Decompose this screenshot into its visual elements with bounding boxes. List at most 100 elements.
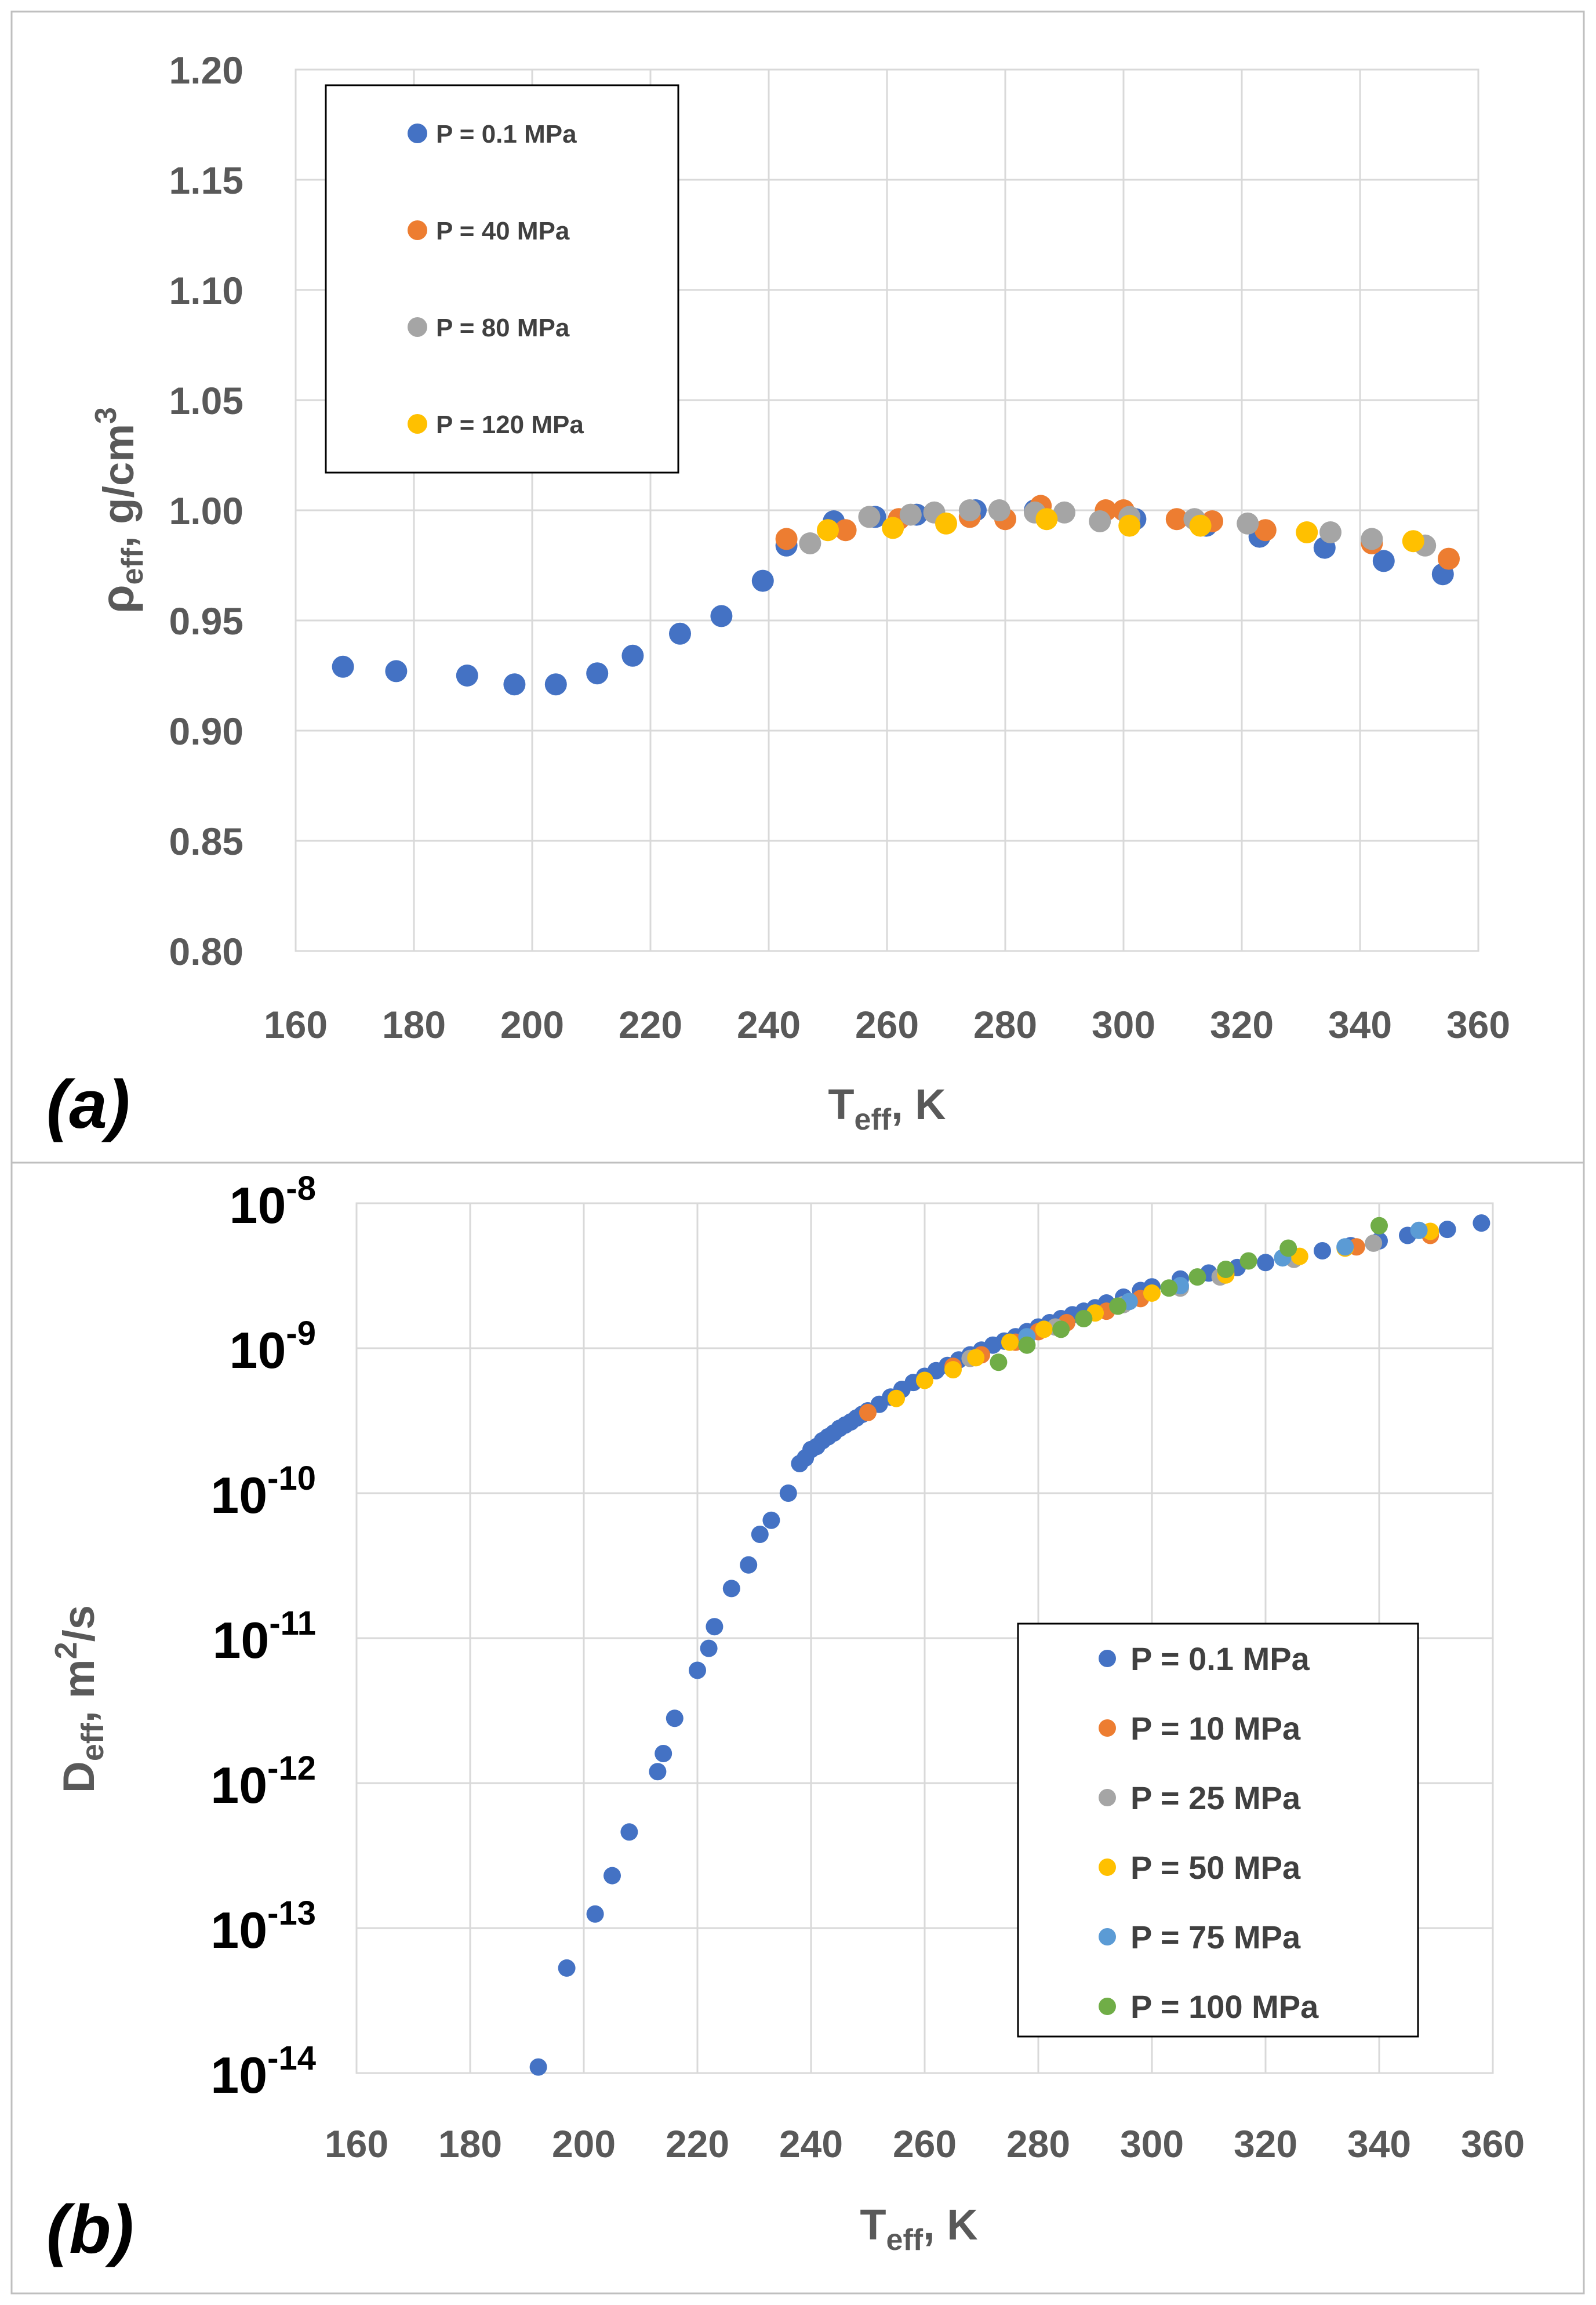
panel-b-x-tick: 320 (1234, 2122, 1297, 2165)
panel-a-legend-box (325, 84, 679, 474)
panel-a-y-tick: 0.80 (169, 930, 243, 973)
panel-b-point-series-4 (1336, 1238, 1354, 1256)
panel-b-x-tick: 220 (666, 2122, 729, 2165)
panel-a-legend-label: P = 40 MPa (436, 217, 570, 245)
panel-a-data-points (332, 495, 1460, 696)
panel-b-plot-border (355, 1202, 1494, 2074)
panel-a-label: (a) (46, 1066, 130, 1143)
panel-b-label: (b) (46, 2191, 134, 2268)
panel-b-legend-label: P = 50 MPa (1130, 1849, 1301, 1886)
panel-a-x-tick: 160 (264, 1003, 328, 1046)
panel-b-xlabel-sub: eff (886, 2223, 924, 2257)
panel-a-x-tick: 280 (973, 1003, 1037, 1046)
panel-b-point-series-0 (1473, 1214, 1490, 1232)
panel-b-x-tick: 360 (1461, 2122, 1525, 2165)
panel-b-point-series-5 (1018, 1336, 1036, 1354)
panel-b-point-series-3 (944, 1361, 962, 1379)
panel-b-ylabel-tail: /s (54, 1605, 104, 1642)
panel-a-point-series-3 (1118, 514, 1141, 537)
panel-a-y-tick: 0.90 (169, 710, 243, 753)
panel-a-x-tick: 320 (1210, 1003, 1274, 1046)
panel-a-xlabel-rest: , K (891, 1080, 946, 1128)
panel-a-point-series-3 (882, 517, 904, 539)
panel-a-y-axis-title: ρeff, g/cm3 (89, 407, 150, 614)
panel-a-point-series-2 (858, 506, 881, 528)
panel-b-point-series-0 (762, 1511, 780, 1529)
panel-b-point-series-3 (916, 1371, 933, 1389)
panel-a-point-series-2 (1319, 521, 1341, 543)
panel-a-xlabel-main: T (828, 1080, 854, 1128)
panel-b-chart: 160 180 200 220 240 260 280 300 320 340 360 10-141… (46, 1170, 1525, 2268)
panel-a-x-tick: 220 (619, 1003, 682, 1046)
panel-b-point-series-0 (649, 1763, 667, 1781)
panel-b-legend-marker (1099, 1998, 1116, 2015)
panel-a-y-tick: 1.05 (169, 379, 243, 422)
panel-a-point-series-0 (710, 605, 733, 627)
panel-a-legend-marker (408, 414, 427, 434)
panel-b-point-series-0 (689, 1661, 706, 1679)
panel-a-point-series-0 (586, 662, 609, 685)
panel-a-point-series-1 (775, 528, 798, 550)
panel-a-x-tick: 340 (1328, 1003, 1392, 1046)
panel-a-point-series-1 (1165, 508, 1188, 531)
panel-a-point-series-2 (1361, 528, 1383, 550)
panel-b-x-tick: 240 (779, 2122, 843, 2165)
panel-a-x-tick: 180 (382, 1003, 446, 1046)
panel-b-point-series-5 (1279, 1239, 1297, 1257)
panel-a-point-series-0 (544, 673, 567, 696)
panel-a-legend-label: P = 0.1 MPa (436, 120, 577, 148)
panel-b-x-axis-title: Teff, K (860, 2201, 977, 2257)
panel-b-y-tick: 10-10 (210, 1460, 316, 1524)
panel-a-point-series-3 (1402, 530, 1424, 553)
panel-b-point-series-5 (1370, 1217, 1388, 1235)
panel-b-point-series-0 (779, 1484, 797, 1502)
panel-b-point-series-0 (558, 1959, 576, 1977)
panel-b-legend: P = 0.1 MPa P = 10 MPa P = 25 MPa P = 50 MP… (1017, 1622, 1419, 2038)
panel-a-xlabel-sub: eff (855, 1103, 892, 1137)
panel-b-x-tick: 280 (1006, 2122, 1070, 2165)
panel-b-point-series-0 (620, 1823, 638, 1841)
panel-b-legend-marker (1099, 1719, 1116, 1737)
panel-b-point-series-0 (655, 1744, 672, 1762)
panel-a-point-series-1 (1438, 547, 1460, 570)
panel-a-point-series-1 (834, 519, 857, 542)
panel-b-xlabel-main: T (860, 2201, 886, 2249)
panel-b-legend-label: P = 75 MPa (1130, 1919, 1301, 1955)
panel-b-point-series-3 (1035, 1320, 1053, 1338)
panel-b-x-tick-labels: 160 180 200 220 240 260 280 300 320 340 360 (325, 2122, 1525, 2165)
panel-b-legend-marker (1099, 1858, 1116, 1876)
panel-a-legend-marker (408, 317, 427, 337)
panel-b-ylabel-sup: 2 (49, 1642, 83, 1659)
panel-a-point-series-0 (503, 673, 526, 696)
panel-b-point-series-0 (700, 1639, 718, 1657)
panel-a-y-tick-labels: 0.80 0.85 0.90 0.95 1.00 1.05 1.10 1.15 1.20 (169, 49, 243, 973)
panel-a-point-series-3 (1296, 521, 1318, 543)
panel-b-point-series-5 (1239, 1252, 1257, 1270)
panel-a-legend-marker (408, 220, 427, 240)
panel-b-point-series-5 (1052, 1320, 1070, 1338)
panel-b-x-tick: 180 (438, 2122, 502, 2165)
panel-a-y-tick: 0.85 (169, 820, 243, 863)
panel-a-point-series-0 (621, 644, 644, 667)
panel-a-legend-label: P = 120 MPa (436, 411, 584, 439)
panel-a-chart: 160 180 200 220 240 260 280 300 320 340 360 0.800.… (46, 49, 1510, 1143)
panel-a-ylabel-main: ρ (92, 585, 143, 614)
panel-a-point-series-0 (669, 622, 691, 645)
panel-a-point-series-2 (958, 499, 981, 521)
panel-a-x-tick: 200 (500, 1003, 564, 1046)
panel-b-legend-label: P = 100 MPa (1130, 1988, 1319, 2025)
panel-b-point-series-0 (604, 1867, 621, 1885)
panel-b-point-series-0 (1314, 1242, 1331, 1259)
panel-b-point-series-5 (1075, 1309, 1093, 1327)
panel-a-y-tick: 1.15 (169, 159, 243, 202)
panel-b-point-series-3 (888, 1389, 905, 1407)
panel-b-ylabel-rest: , m (54, 1659, 104, 1723)
panel-a-point-series-0 (385, 660, 408, 683)
panel-a-ylabel-sub: eff (116, 547, 150, 585)
panel-a-point-series-0 (456, 665, 478, 687)
panel-b-x-tick: 260 (893, 2122, 957, 2165)
panel-b-legend-label: P = 25 MPa (1130, 1780, 1301, 1816)
panel-b-y-tick: 10-11 (212, 1605, 316, 1669)
panel-b-x-tick: 200 (552, 2122, 616, 2165)
